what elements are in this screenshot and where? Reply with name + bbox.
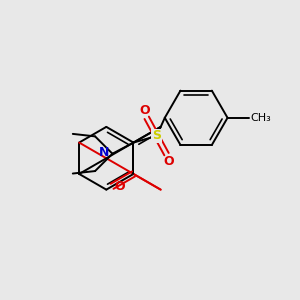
Text: O: O <box>164 155 174 168</box>
Text: CH₃: CH₃ <box>251 113 272 123</box>
Text: O: O <box>115 180 125 193</box>
Text: O: O <box>139 104 149 117</box>
Text: N: N <box>99 146 109 159</box>
Text: S: S <box>152 130 161 142</box>
